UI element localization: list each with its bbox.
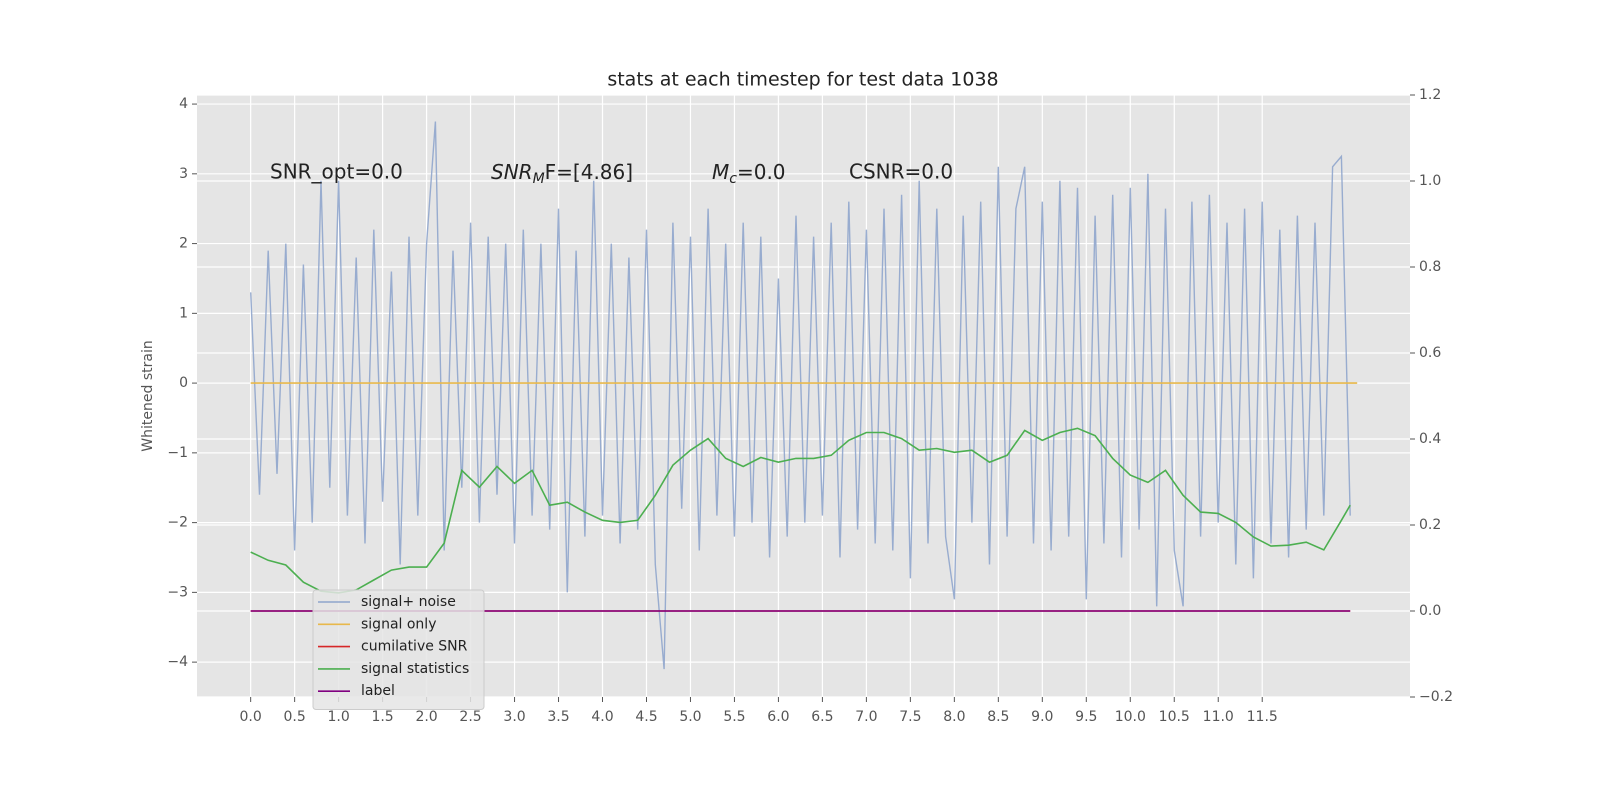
y2-tick-label: 0.2 [1419,517,1441,533]
x-tick-label: 2.0 [415,709,437,725]
legend-label: signal statistics [361,661,469,677]
y-tick-label: 1 [179,305,188,321]
x-tick-label: 11.0 [1203,709,1234,725]
x-tick-label: 0.0 [240,709,262,725]
series-line [250,427,1351,594]
y2-tick-label: −0.2 [1419,689,1453,705]
x-tick-label: 4.5 [635,709,657,725]
x-tick-label: 8.5 [987,709,1009,725]
x-tick-label: 10.5 [1159,709,1190,725]
annotation-rest: F=[4.86] [545,160,633,184]
y2-tick-label: 0.4 [1419,431,1441,447]
legend-label: signal+ noise [361,594,456,610]
y2-tick-label: 0.0 [1419,603,1441,619]
x-tick-label: 6.5 [811,709,833,725]
y2-tick-label: 0.6 [1419,345,1441,361]
x-tick-label: 7.0 [855,709,877,725]
y2-tick-label: 1.2 [1419,87,1441,103]
x-tick-label: 9.5 [1075,709,1097,725]
y-tick-label: −4 [167,654,188,670]
x-tick-label: 8.0 [943,709,965,725]
annotation: CSNR=0.0 [849,160,953,184]
legend-box [312,589,485,710]
annotation-base: SNR [491,160,533,184]
legend-label: label [361,683,395,699]
annotation-sub: c [729,171,737,187]
annotation-base: M [712,160,729,184]
series-line [250,121,1351,670]
x-tick-label: 5.0 [679,709,701,725]
legend-label: cumilative SNR [361,639,468,655]
y2-tick-label: 0.8 [1419,259,1441,275]
y-tick-label: −1 [167,445,188,461]
y-tick-label: 0 [179,375,188,391]
y-axis-label: Whitened strain [140,340,156,451]
annotation-sub: M [533,171,545,187]
x-tick-label: 2.5 [459,709,481,725]
y-tick-label: 2 [179,236,188,252]
x-tick-label: 3.0 [503,709,525,725]
x-tick-label: 3.5 [547,709,569,725]
x-tick-label: 4.0 [591,709,613,725]
y-tick-label: −3 [167,584,188,600]
y-tick-label: 3 [179,166,188,182]
x-tick-label: 7.5 [899,709,921,725]
x-tick-label: 0.5 [284,709,306,725]
chart-title: stats at each timestep for test data 103… [607,69,998,91]
legend-label: signal only [361,616,436,632]
y2-tick-label: 1.0 [1419,173,1441,189]
x-tick-label: 11.5 [1247,709,1278,725]
y-tick-label: −2 [167,515,188,531]
x-tick-label: 5.5 [723,709,745,725]
x-tick-label: 1.5 [371,709,393,725]
y-tick-label: 4 [179,96,188,112]
annotation: SNRMF=[4.86] [491,160,633,188]
annotation: Mc=0.0 [712,160,786,188]
x-tick-label: 9.0 [1031,709,1053,725]
x-tick-label: 1.0 [327,709,349,725]
x-tick-label: 6.0 [767,709,789,725]
annotation: SNR_opt=0.0 [270,160,403,184]
annotation-rest: =0.0 [737,160,786,184]
x-tick-label: 10.0 [1115,709,1146,725]
